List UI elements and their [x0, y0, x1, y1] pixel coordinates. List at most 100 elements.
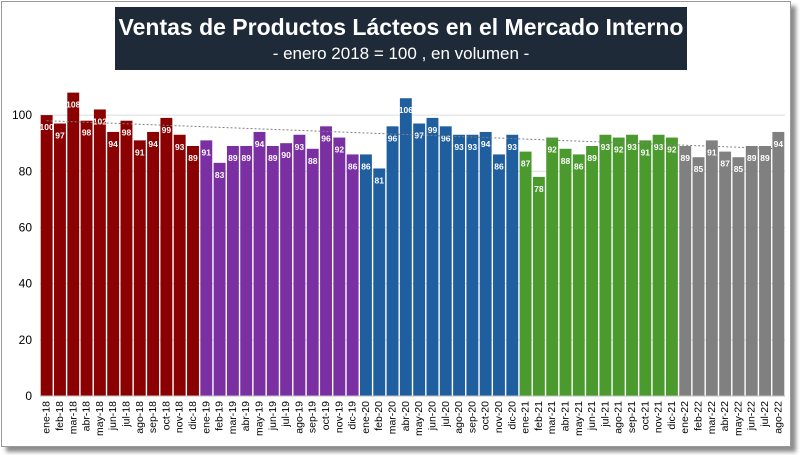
bar	[426, 117, 439, 397]
x-tick-label: feb-18	[54, 401, 66, 431]
x-tick-label: ago-18	[134, 401, 146, 434]
bar	[373, 168, 386, 396]
bar	[173, 134, 186, 396]
x-tick-label: jul-19	[280, 401, 292, 428]
x-tick-label: dic-19	[347, 401, 359, 430]
bar	[120, 120, 133, 396]
data-label: 91	[641, 147, 651, 157]
bar	[453, 134, 466, 396]
data-label: 85	[734, 164, 744, 174]
bar	[479, 131, 492, 397]
x-tick-label: jun-19	[267, 401, 279, 431]
x-tick-label: dic-21	[666, 401, 678, 430]
bar	[626, 134, 638, 396]
bar	[759, 145, 771, 396]
data-label: 83	[215, 170, 225, 180]
data-label: 92	[614, 145, 624, 155]
bar	[213, 162, 226, 396]
bar	[612, 137, 625, 396]
bar	[532, 176, 545, 396]
data-label: 94	[774, 139, 784, 149]
y-tick-label: 40	[19, 277, 33, 291]
bar	[546, 137, 559, 396]
data-label: 78	[534, 184, 544, 194]
x-tick-label: ago-21	[613, 401, 625, 434]
data-label: 93	[454, 142, 464, 152]
data-label: 93	[175, 142, 185, 152]
data-label: 86	[361, 161, 371, 171]
x-tick-label: may-19	[254, 401, 266, 436]
data-label: 94	[148, 139, 158, 149]
data-label: 94	[108, 139, 118, 149]
x-tick-label: ene-19	[200, 401, 212, 434]
x-tick-label: abr-20	[400, 401, 412, 432]
x-tick-label: sep-20	[466, 401, 478, 433]
y-tick-label: 60	[19, 220, 33, 234]
data-label: 102	[93, 116, 107, 126]
x-tick-label: mar-21	[546, 401, 558, 434]
bar	[240, 145, 253, 396]
chart-title: Ventas de Productos Lácteos en el Mercad…	[118, 14, 684, 40]
x-tick-label: mar-18	[67, 401, 79, 434]
x-tick-label: dic-20	[506, 401, 518, 430]
bar	[493, 154, 505, 396]
x-tick-label: nov-21	[653, 401, 665, 433]
bar	[67, 92, 80, 397]
data-label: 96	[388, 133, 398, 143]
x-tick-label: may-21	[573, 401, 585, 436]
bar	[772, 131, 785, 397]
x-tick-label: jul-21	[599, 401, 611, 428]
data-label: 87	[521, 159, 531, 169]
x-tick-label: feb-19	[214, 401, 226, 431]
y-tick-label: 100	[12, 108, 32, 122]
bar	[306, 148, 319, 396]
bar	[665, 137, 678, 396]
data-label: 92	[335, 145, 345, 155]
bar	[586, 145, 599, 396]
x-tick-label: ene-21	[520, 401, 532, 434]
bar	[732, 157, 745, 396]
x-tick-label: feb-22	[693, 401, 705, 431]
data-label: 89	[228, 153, 238, 163]
bar	[692, 157, 705, 396]
bar	[572, 154, 585, 396]
x-tick-label: jun-18	[107, 401, 119, 431]
x-tick-label: ago-19	[293, 401, 305, 434]
data-label: 93	[627, 142, 637, 152]
chart-subtitle: - enero 2018 = 100 , en volumen -	[272, 44, 530, 63]
bar	[187, 145, 199, 396]
bar	[346, 154, 359, 396]
x-tick-label: mar-20	[387, 401, 399, 434]
data-label: 89	[680, 153, 690, 163]
bar	[439, 126, 452, 396]
data-label: 88	[308, 156, 318, 166]
data-label: 91	[135, 147, 145, 157]
x-tick-label: ago-20	[453, 401, 465, 434]
x-tick-label: oct-19	[320, 401, 332, 430]
data-label: 94	[255, 139, 265, 149]
x-tick-label: dic-18	[187, 401, 199, 430]
data-label: 91	[707, 147, 717, 157]
bar	[40, 115, 53, 396]
x-tick-label: mar-22	[706, 401, 718, 434]
y-tick-label: 80	[19, 164, 33, 178]
bar	[133, 140, 146, 396]
x-tick-label: nov-19	[333, 401, 345, 433]
data-label: 96	[441, 133, 451, 143]
x-tick-label: abr-21	[559, 401, 571, 432]
x-tick-label: mar-19	[227, 401, 239, 434]
data-label: 87	[720, 159, 730, 169]
bar	[280, 143, 293, 396]
data-label: 93	[295, 142, 305, 152]
x-tick-label: oct-20	[480, 401, 492, 430]
data-label: 93	[654, 142, 664, 152]
bar	[200, 140, 213, 396]
x-tick-label: feb-20	[373, 401, 385, 431]
y-tick-label: 0	[25, 389, 32, 403]
bar	[559, 148, 572, 396]
data-label: 89	[188, 153, 198, 163]
bar	[160, 117, 173, 397]
data-label: 88	[561, 156, 571, 166]
bar	[519, 151, 532, 396]
x-tick-label: abr-18	[81, 401, 93, 432]
